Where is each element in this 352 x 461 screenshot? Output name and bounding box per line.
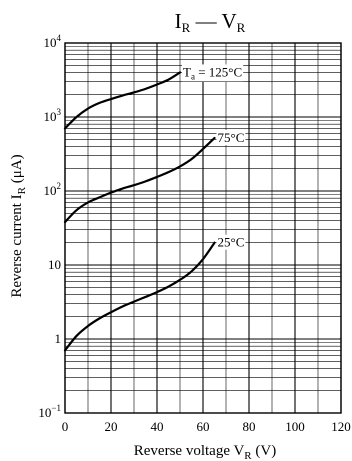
x-axis-label: Reverse voltage VR (V) (134, 443, 276, 461)
series-line-1 (63, 136, 216, 224)
x-tick-label: 0 (62, 419, 69, 434)
series-label-1: 75°C (218, 130, 245, 145)
y-tick-label: 102 (44, 181, 62, 198)
y-tick-label: 103 (44, 107, 62, 124)
x-tick-label: 20 (105, 419, 118, 434)
x-tick-labels: 0 20 40 60 80 100 120 (62, 419, 351, 434)
x-tick-label: 100 (285, 419, 305, 434)
grid-major-lines (64, 43, 342, 414)
x-tick-label: 40 (151, 419, 164, 434)
plot-frame (64, 42, 342, 414)
y-tick-labels: 10−1 1 10 102 103 104 (38, 33, 61, 420)
data-series (63, 71, 216, 352)
series-label-bg (182, 64, 244, 82)
chart-title: IR — VR (175, 9, 246, 35)
series-line-2 (63, 241, 216, 352)
y-tick-label: 10 (48, 257, 61, 272)
series-labels: Ta = 125°C 75°C 25°C (182, 64, 246, 250)
series-line-0 (63, 71, 182, 130)
x-tick-label: 120 (331, 419, 351, 434)
y-axis-label: Reverse current IR (μA) (9, 154, 28, 297)
series-label-bg (216, 234, 246, 250)
y-tick-label: 104 (44, 33, 62, 50)
x-tick-label: 60 (197, 419, 210, 434)
series-label-0: Ta = 125°C (183, 64, 242, 81)
y-tick-label: 1 (55, 331, 62, 346)
series-label-2: 25°C (218, 235, 245, 250)
series-label-bg (216, 130, 246, 146)
x-tick-label: 80 (243, 419, 256, 434)
y-tick-label: 10−1 (38, 403, 61, 420)
